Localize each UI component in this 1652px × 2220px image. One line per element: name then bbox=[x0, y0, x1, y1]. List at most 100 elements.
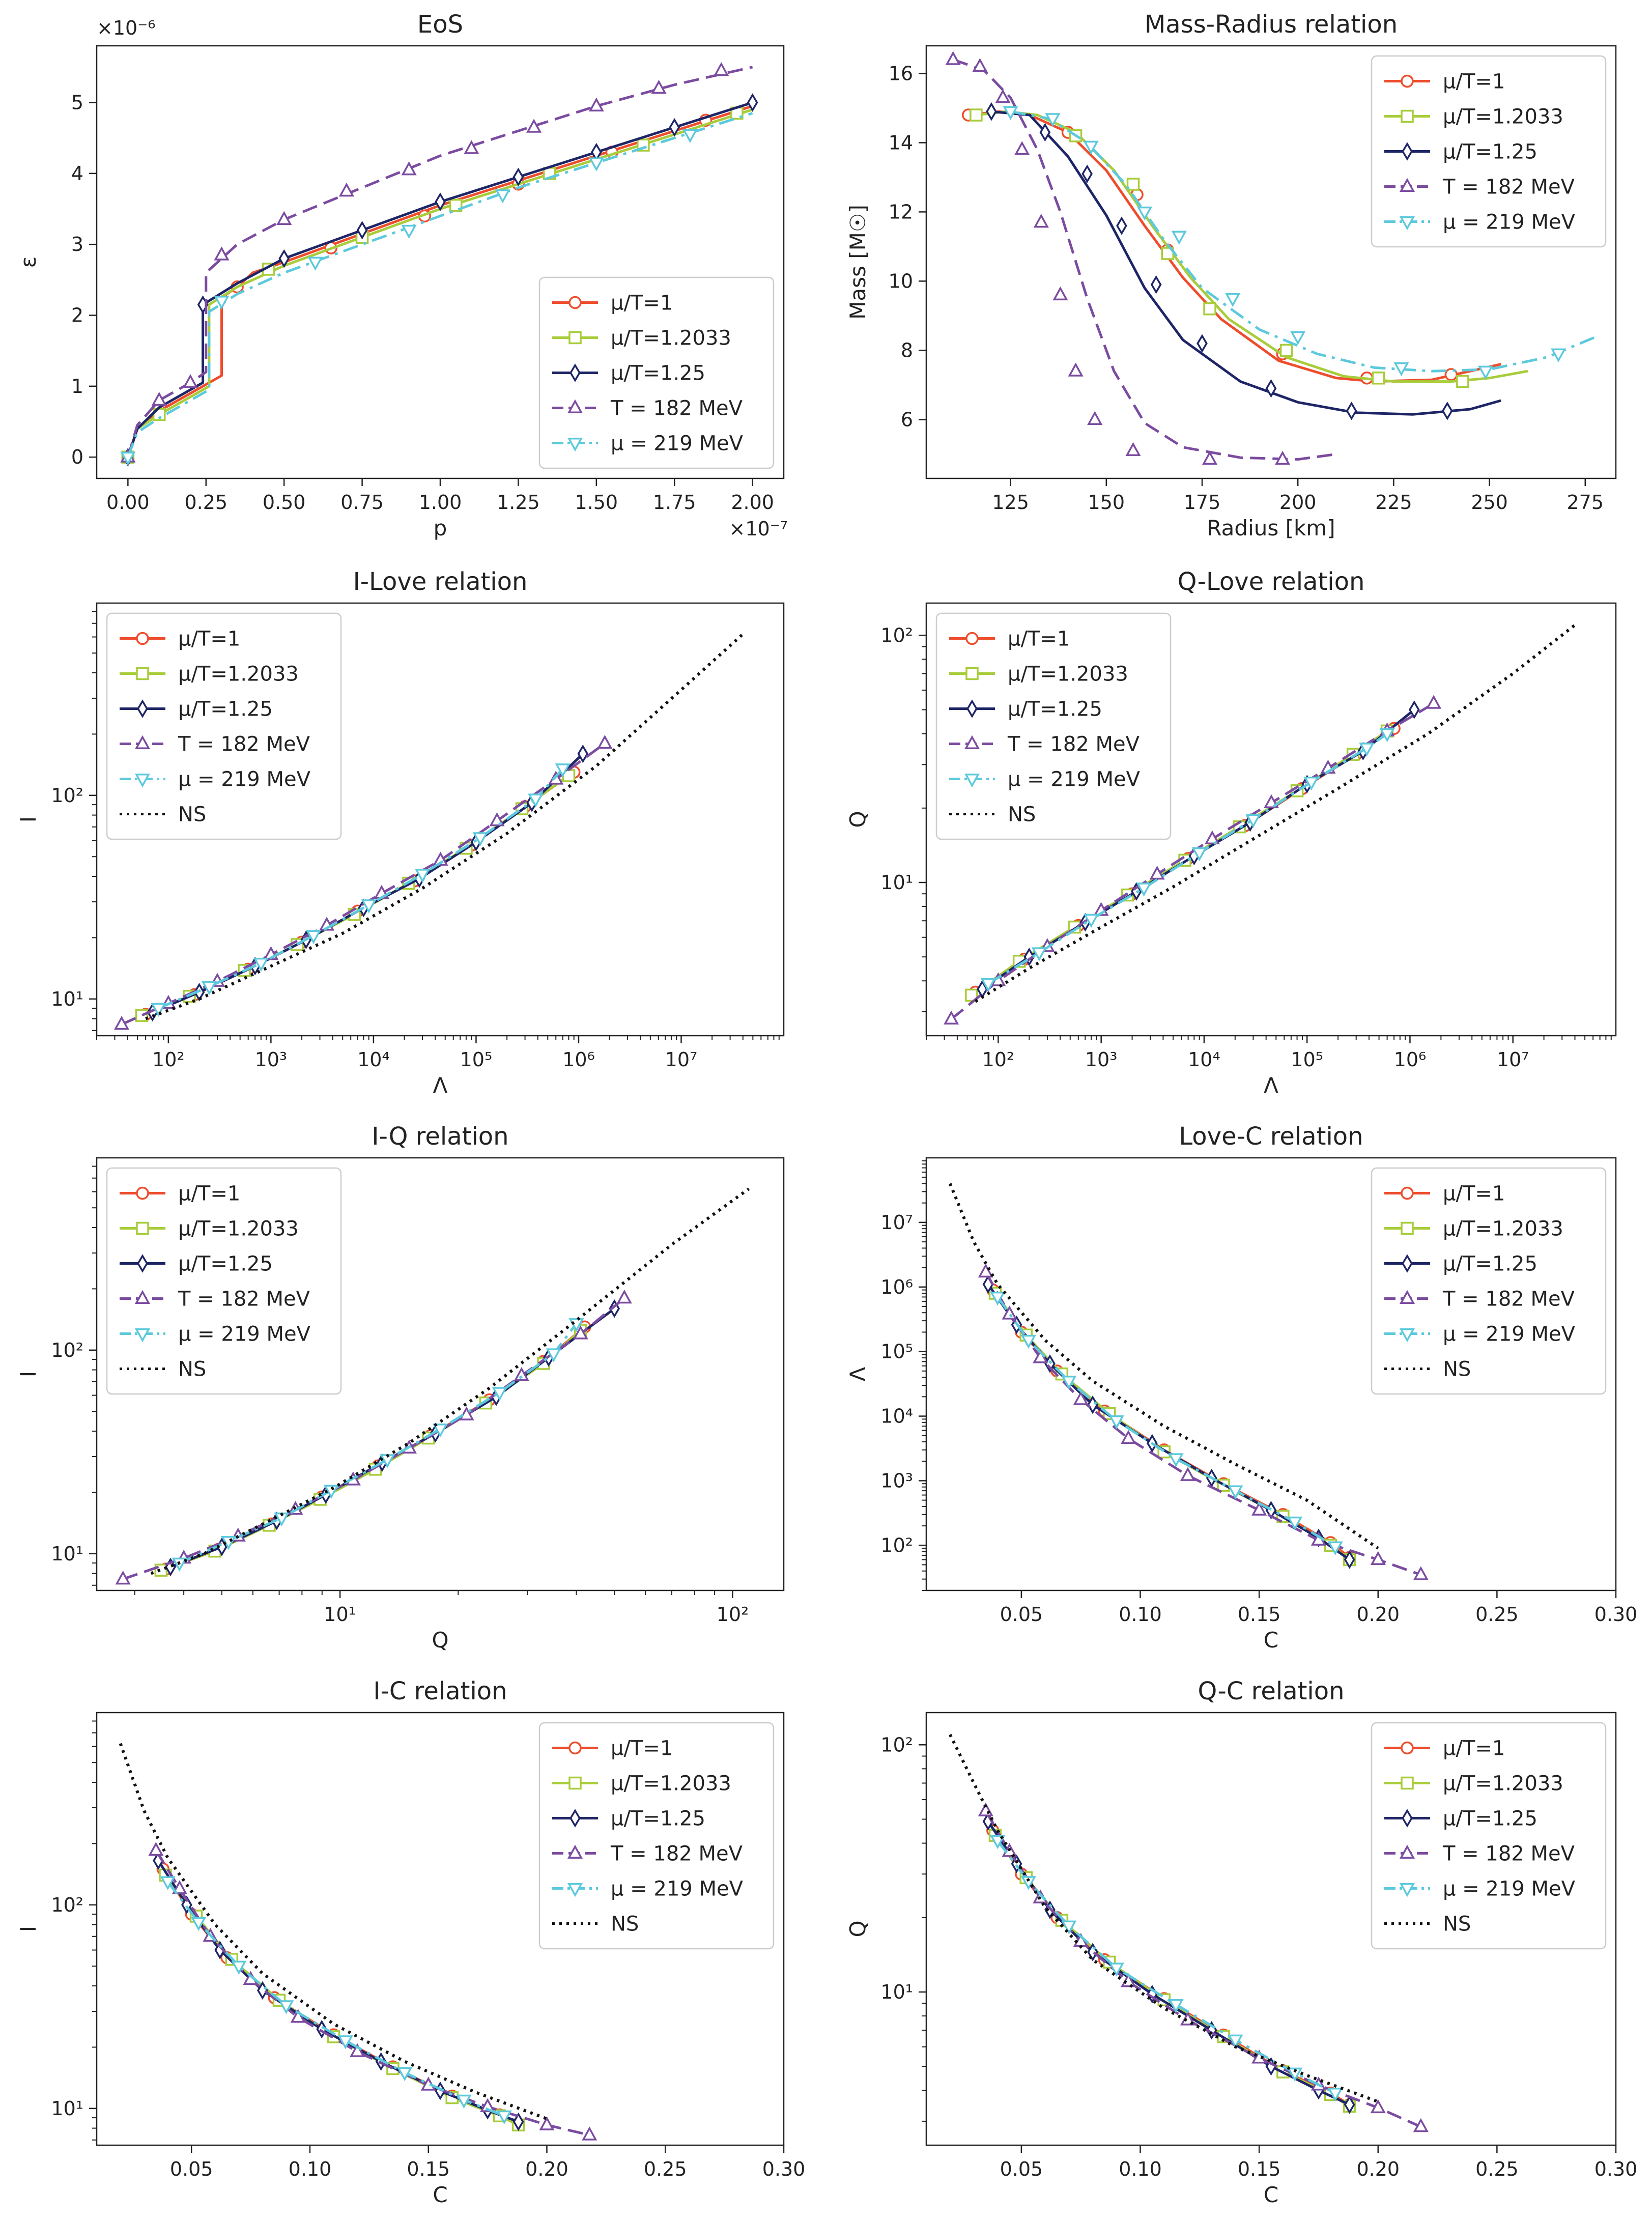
legend-label: NS bbox=[1443, 1358, 1471, 1381]
data-point-mu_over_T_1_2033 bbox=[965, 988, 978, 1002]
data-point-mu_over_T_1_25 bbox=[747, 93, 758, 112]
data-point-mu_219 bbox=[1171, 231, 1187, 245]
legend-label: μ/T=1.2033 bbox=[1443, 1217, 1563, 1241]
x-axis-label: C bbox=[433, 2182, 447, 2207]
data-point-T_182 bbox=[995, 89, 1011, 103]
data-point-T_182 bbox=[350, 2043, 365, 2057]
legend-box bbox=[1371, 55, 1607, 248]
legend-marker-T_182 bbox=[567, 1844, 583, 1859]
x-tick-label: 0.15 bbox=[1238, 2158, 1281, 2180]
legend-marker-T_182 bbox=[1399, 1844, 1415, 1859]
legend-box bbox=[538, 1722, 775, 1950]
x-tick-label: 10⁶ bbox=[562, 1048, 595, 1071]
series-line-mu_219 bbox=[158, 768, 564, 1010]
legend-marker-mu_219 bbox=[1399, 1883, 1415, 1897]
y-tick-label: 4 bbox=[71, 162, 83, 185]
data-point-mu_219 bbox=[1137, 206, 1153, 221]
chart-title: Q-Love relation bbox=[1178, 567, 1365, 596]
x-tick-label: 10⁷ bbox=[665, 1048, 698, 1071]
y-tick-label: 0 bbox=[71, 446, 83, 468]
series-line-T_182 bbox=[984, 1271, 1421, 1576]
y-tick-label: 10¹ bbox=[51, 2097, 83, 2120]
data-point-mu_219 bbox=[1191, 847, 1207, 862]
y-tick-label: 5 bbox=[71, 91, 83, 113]
legend-label: T = 182 MeV bbox=[178, 733, 310, 756]
chart-title: I-Love relation bbox=[353, 567, 528, 596]
axes-frame bbox=[96, 1712, 785, 2146]
legend-marker-mu_over_T_1 bbox=[136, 632, 149, 645]
legend-label: μ = 219 MeV bbox=[178, 768, 311, 791]
y-tick-label: 10⁵ bbox=[880, 1341, 913, 1363]
data-point-mu_219 bbox=[253, 957, 269, 972]
data-point-mu_219 bbox=[1083, 140, 1099, 155]
data-point-T_182 bbox=[464, 140, 479, 154]
x-tick-label: 10⁷ bbox=[1497, 1048, 1529, 1071]
data-point-T_182 bbox=[1033, 213, 1049, 228]
x-tick-label: 0.25 bbox=[184, 491, 227, 514]
y-tick-label: 8 bbox=[901, 339, 913, 361]
data-point-T_182 bbox=[1149, 865, 1165, 880]
y-tick-label: 10⁶ bbox=[880, 1276, 913, 1298]
series-line-mu_over_T_1_2033 bbox=[994, 1834, 1351, 2108]
y-tick-label: 10² bbox=[51, 1339, 83, 1361]
data-point-mu_219 bbox=[1477, 365, 1494, 380]
chart-title: Q-C relation bbox=[1198, 1677, 1344, 1705]
data-point-T_182 bbox=[651, 79, 667, 94]
legend-marker-mu_over_T_1 bbox=[568, 296, 582, 309]
data-point-mu_219 bbox=[361, 899, 377, 914]
legend-label: T = 182 MeV bbox=[610, 397, 743, 420]
data-point-mu_219 bbox=[1061, 1375, 1077, 1390]
data-point-T_182 bbox=[582, 2126, 597, 2141]
legend-label: μ/T=1.25 bbox=[1443, 140, 1537, 164]
axes-frame bbox=[925, 602, 1617, 1037]
legend-marker-mu_over_T_1_2033 bbox=[568, 1776, 582, 1790]
x-tick-label: 0.05 bbox=[170, 2158, 213, 2180]
x-tick-label: 10³ bbox=[1085, 1048, 1118, 1071]
series-line-NS bbox=[974, 623, 1576, 1003]
data-point-T_182 bbox=[514, 1367, 529, 1381]
x-axis-label: Q bbox=[432, 1628, 448, 1653]
x-tick-label: 10¹ bbox=[324, 1603, 356, 1626]
legend-label: μ/T=1 bbox=[1443, 1737, 1505, 1760]
y-tick-label: 3 bbox=[71, 233, 83, 255]
x-tick-label: 250 bbox=[1471, 491, 1508, 514]
x-tick-label: 1.25 bbox=[497, 491, 540, 514]
x-tick-label: 0.10 bbox=[1119, 2158, 1162, 2180]
legend-box bbox=[538, 276, 775, 469]
data-point-mu_219 bbox=[990, 1291, 1006, 1306]
data-point-mu_219 bbox=[120, 451, 136, 466]
series-line-NS bbox=[150, 1187, 750, 1575]
x-tick-label: 10⁴ bbox=[1188, 1048, 1220, 1071]
legend-marker-T_182 bbox=[1399, 178, 1415, 192]
data-point-mu_219 bbox=[1303, 776, 1319, 791]
data-point-mu_219 bbox=[1061, 1920, 1077, 1935]
legend-label: NS bbox=[1008, 803, 1036, 827]
data-point-mu_over_T_1_25 bbox=[1344, 2095, 1355, 2114]
x-tick-label: 10² bbox=[982, 1048, 1015, 1071]
data-point-mu_over_T_1_2033 bbox=[1203, 302, 1216, 316]
data-point-mu_219 bbox=[528, 793, 544, 808]
data-point-mu_219 bbox=[682, 129, 698, 144]
data-point-T_182 bbox=[151, 391, 167, 406]
legend-label: μ/T=1 bbox=[1443, 1182, 1505, 1206]
data-point-mu_219 bbox=[1359, 743, 1375, 757]
axes-frame bbox=[925, 1712, 1617, 2146]
y-tick-label: 1 bbox=[71, 375, 83, 397]
legend-label: NS bbox=[611, 1913, 639, 1936]
data-point-mu_over_T_1_25 bbox=[1441, 402, 1453, 420]
legend-marker-mu_over_T_1_25 bbox=[137, 699, 148, 718]
data-point-T_182 bbox=[1073, 1391, 1089, 1405]
legend-marker-mu_over_T_1_25 bbox=[569, 1809, 581, 1828]
series-line-mu_over_T_1_25 bbox=[991, 110, 1501, 416]
data-point-T_182 bbox=[597, 734, 613, 749]
data-point-mu_over_T_1_25 bbox=[1346, 402, 1357, 420]
data-point-mu_219 bbox=[1031, 947, 1047, 961]
x-tick-label: 200 bbox=[1279, 491, 1317, 514]
data-point-mu_219 bbox=[496, 2110, 512, 2125]
x-tick-label: 10³ bbox=[255, 1048, 288, 1071]
data-point-T_182 bbox=[172, 1880, 187, 1894]
series-line-NS bbox=[949, 1733, 1379, 2103]
legend-label: T = 182 MeV bbox=[1007, 733, 1140, 756]
series-line-mu_over_T_1_25 bbox=[157, 1860, 519, 2123]
data-point-mu_over_T_1_2033 bbox=[1372, 372, 1385, 385]
